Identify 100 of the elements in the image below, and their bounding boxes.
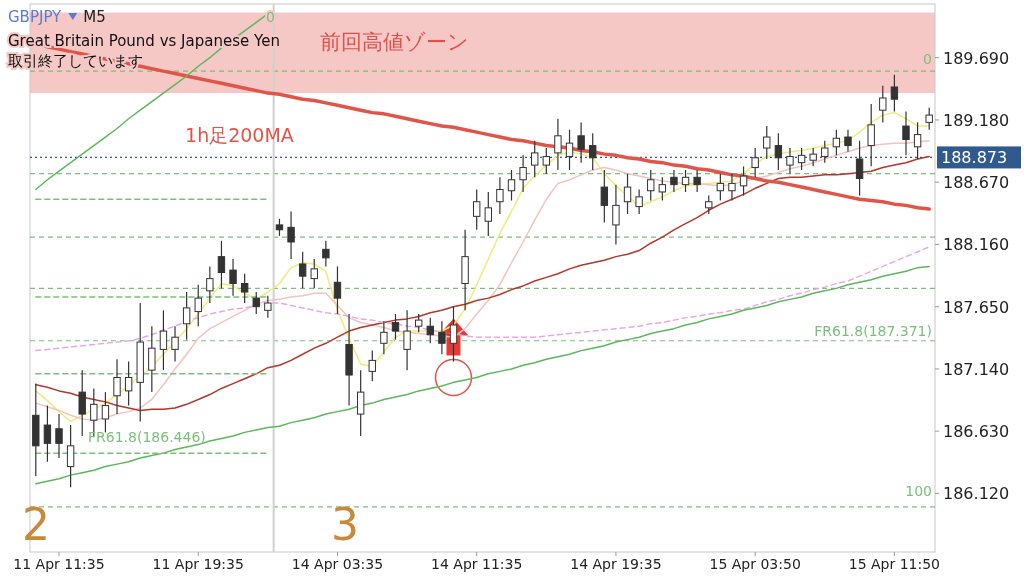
- x-tick-label: 11 Apr 11:35: [13, 556, 105, 572]
- annotation: 100: [905, 483, 932, 499]
- candlestick: [322, 240, 330, 268]
- annotation: 3: [331, 499, 359, 550]
- x-tick-label: 15 Apr 11:50: [848, 556, 941, 572]
- candlestick: [913, 121, 922, 160]
- candlestick: [252, 291, 260, 315]
- candlestick: [600, 169, 609, 224]
- candlestick: [124, 361, 133, 407]
- y-tick-label: 186.630: [943, 422, 1010, 442]
- series-label: 1h足200MA: [185, 124, 294, 147]
- candlestick: [623, 173, 632, 215]
- candlestick: [739, 165, 748, 197]
- ref-line-label: 188.873: [941, 148, 1008, 168]
- candlestick: [577, 121, 585, 164]
- candlestick: [484, 191, 492, 237]
- candlestick: [832, 129, 841, 156]
- candlestick: [554, 118, 562, 171]
- candlestick: [716, 173, 725, 202]
- candlestick: [693, 169, 701, 193]
- candlestick: [531, 140, 539, 178]
- candlestick: [786, 147, 794, 175]
- candlestick: [55, 413, 63, 459]
- y-tick-label: 189.180: [943, 110, 1010, 130]
- candlestick: [43, 404, 52, 463]
- candlestick: [542, 147, 550, 175]
- y-tick-label: 188.670: [943, 173, 1010, 193]
- candlestick: [890, 74, 899, 112]
- candlestick: [647, 169, 655, 202]
- candlestick: [774, 132, 783, 171]
- candlestick: [681, 169, 690, 193]
- candlestick: [867, 103, 875, 167]
- x-tick-label: 14 Apr 19:35: [570, 556, 662, 572]
- candlestick: [426, 317, 434, 344]
- candlestick: [763, 125, 771, 160]
- candlestick: [670, 169, 678, 193]
- candlestick: [194, 284, 202, 327]
- x-tick-label: 11 Apr 19:35: [152, 556, 244, 572]
- annotation: 0: [923, 51, 932, 67]
- chart-subtitle: M5: [83, 8, 106, 26]
- candlestick: [403, 309, 411, 371]
- candlestick: [728, 173, 736, 202]
- candlestick: [821, 140, 829, 164]
- candlestick: [171, 325, 179, 363]
- candlestick: [705, 195, 713, 215]
- candlestick: [496, 176, 504, 215]
- candlestick: [449, 306, 458, 363]
- candlestick: [264, 295, 272, 319]
- candlestick: [113, 358, 121, 415]
- candlestick: [101, 391, 110, 433]
- candlestick: [751, 147, 759, 178]
- x-tick-label: 14 Apr 03:35: [291, 556, 384, 572]
- candlestick: [148, 325, 156, 393]
- x-tick-label: 15 Apr 03:50: [709, 556, 801, 572]
- candlestick: [78, 369, 86, 437]
- candlestick: [240, 273, 249, 304]
- candlestick: [310, 258, 318, 289]
- y-tick-label: 189.690: [943, 48, 1010, 68]
- candlestick: [902, 110, 910, 156]
- candlestick: [855, 140, 864, 197]
- candlestick: [66, 424, 75, 488]
- candlestick: [589, 132, 597, 171]
- candlestick: [229, 258, 237, 297]
- candlestick: [519, 154, 527, 193]
- candlestick: [438, 320, 446, 355]
- candlestick: [368, 350, 376, 382]
- candlestick: [380, 320, 388, 355]
- annotation: 2: [22, 499, 50, 550]
- y-tick-label: 186.120: [943, 484, 1010, 504]
- candlestick: [925, 107, 933, 131]
- candlestick: [415, 313, 423, 333]
- candlestick: [809, 147, 817, 167]
- band-label: 前回高値ゾーン: [319, 29, 469, 54]
- y-tick-label: 188.160: [943, 235, 1010, 255]
- chart-title: GBPJPY: [8, 8, 63, 26]
- x-tick-label: 14 Apr 11:35: [431, 556, 523, 572]
- candlestick: [206, 265, 214, 304]
- candlestick: [844, 129, 852, 153]
- line-series: [35, 265, 930, 485]
- candlestick: [565, 129, 574, 171]
- candlestick: [298, 251, 307, 289]
- annotation: FR61.8(186.446): [88, 429, 206, 445]
- line-series: [35, 246, 930, 352]
- candlestick: [879, 85, 887, 123]
- candlestick: [333, 265, 342, 315]
- candlestick: [473, 188, 481, 231]
- candlestick: [612, 184, 620, 246]
- candlestick: [391, 313, 400, 341]
- candlestick: [797, 147, 806, 171]
- candlestick: [635, 188, 643, 215]
- candlestick: [287, 210, 295, 260]
- y-tick-label: 187.140: [943, 359, 1010, 379]
- candlestick: [182, 291, 191, 341]
- ref-line-label: FR61.8(187.371): [814, 322, 932, 339]
- candlestick: [217, 240, 226, 289]
- candlestick: [356, 369, 365, 437]
- y-tick-label: 187.650: [943, 297, 1010, 317]
- candlestick: [159, 309, 168, 371]
- annotation: 0: [266, 9, 275, 25]
- candlestick: [507, 169, 516, 202]
